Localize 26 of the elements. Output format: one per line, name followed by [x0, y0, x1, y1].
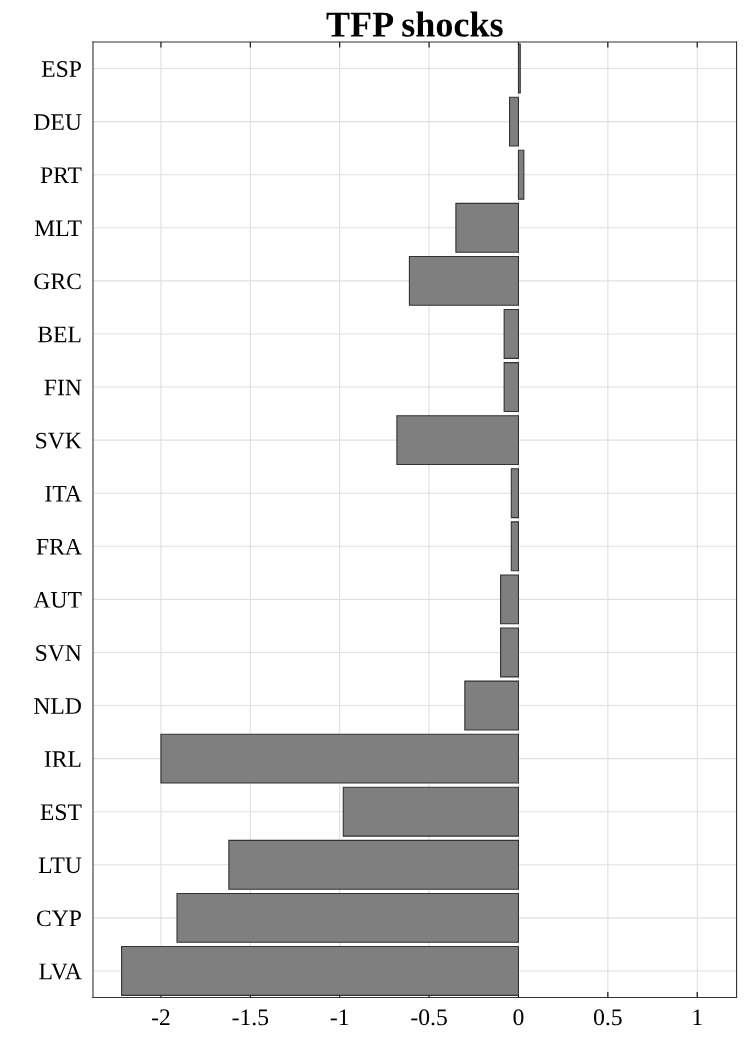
y-tick-label: NLD — [34, 698, 81, 714]
y-tick-label: ESP — [41, 61, 81, 77]
y-tick-label: MLT — [34, 220, 82, 236]
y-tick-label: GRC — [34, 273, 81, 290]
y-tick-label: SVN — [36, 645, 82, 662]
y-tick-label: PRT — [40, 167, 82, 183]
y-tick-label: FRA — [36, 538, 82, 555]
x-tick-label: 0 — [513, 1009, 524, 1026]
y-tick-label: LVA — [39, 963, 82, 980]
x-tick-label: -1.5 — [232, 1009, 269, 1026]
y-tick-label: IRL — [44, 751, 81, 767]
x-tick-label: -2 — [151, 1009, 170, 1025]
y-tick-label: LTU — [38, 857, 82, 874]
y-tick-label: AUT — [33, 591, 82, 608]
y-tick-label: SVK — [36, 432, 82, 449]
chart-title: TFP shocks — [326, 11, 503, 37]
y-tick-label: EST — [40, 804, 82, 821]
y-tick-label: ITA — [45, 485, 82, 502]
x-tick-label: -1 — [330, 1009, 349, 1025]
y-tick-label: DEU — [34, 114, 82, 131]
x-tick-label: 0.5 — [593, 1009, 622, 1026]
x-tick-label: -0.5 — [411, 1009, 447, 1026]
x-tick-label: 1 — [693, 1009, 702, 1025]
y-tick-label: CYP — [36, 910, 81, 927]
y-tick-label: FIN — [44, 379, 82, 396]
y-tick-label: BEL — [37, 326, 81, 343]
